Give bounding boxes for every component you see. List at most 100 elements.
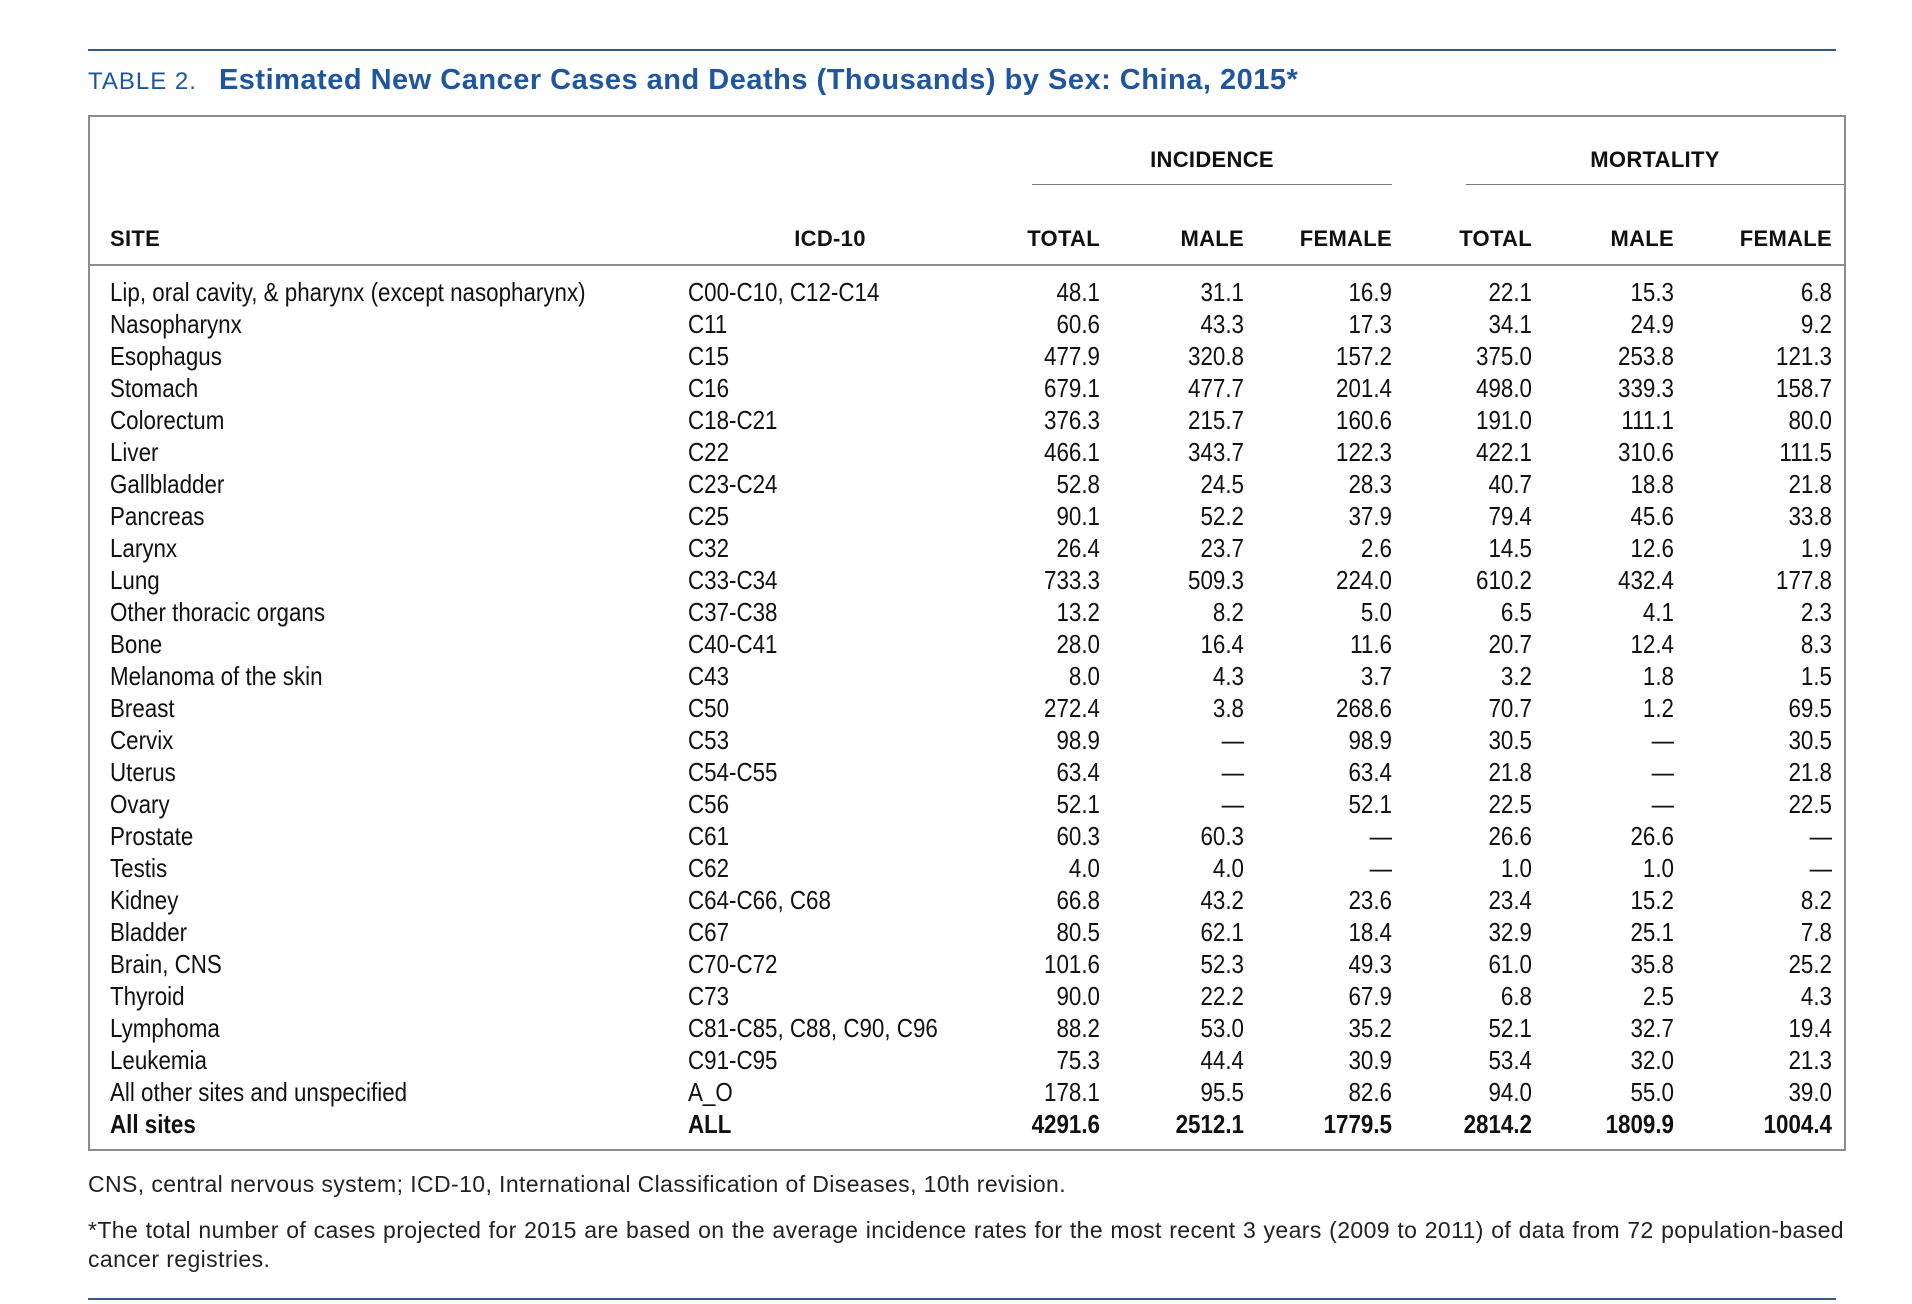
mortality-total-cell: 22.5 — [1488, 789, 1532, 819]
incidence-male-cell: 320.8 — [1188, 341, 1244, 371]
site-cell: All other sites and unspecified — [110, 1077, 408, 1107]
site-cell: Cervix — [110, 725, 174, 755]
incidence-total-cell: 4291.6 — [1031, 1109, 1100, 1139]
icd-code-cell: ALL — [688, 1109, 732, 1139]
mortality-male-cell: 25.1 — [1630, 917, 1674, 947]
mortality-total-cell: 20.7 — [1488, 629, 1532, 659]
mortality-male-cell: 310.6 — [1618, 437, 1674, 467]
mortality-total-cell: 2814.2 — [1463, 1109, 1532, 1139]
mortality-female-cell: 19.4 — [1788, 1013, 1832, 1043]
table-body: Lip, oral cavity, & pharynx (except naso… — [0, 276, 1912, 1140]
incidence-total-cell: 98.9 — [1056, 725, 1100, 755]
incidence-total-cell: 178.1 — [1044, 1077, 1100, 1107]
mortality-female-cell: 80.0 — [1788, 405, 1832, 435]
mortality-male-cell: 111.1 — [1621, 405, 1674, 435]
mortality-female-cell: 69.5 — [1788, 693, 1832, 723]
group-header-mortality: MORTALITY — [1590, 147, 1720, 172]
mortality-male-cell: — — [1651, 757, 1674, 787]
incidence-female-cell: 160.6 — [1336, 405, 1392, 435]
mortality-female-cell: 4.3 — [1800, 981, 1832, 1011]
incidence-total-cell: 477.9 — [1044, 341, 1100, 371]
table-number: TABLE 2. — [88, 68, 197, 95]
incidence-female-cell: 63.4 — [1348, 757, 1392, 787]
mortality-male-cell: — — [1651, 789, 1674, 819]
incidence-total-cell: 66.8 — [1056, 885, 1100, 915]
table-row: Ovary C56 52.1 — 52.1 22.5 — 22.5 — [0, 788, 1912, 820]
mortality-male-cell: 18.8 — [1630, 469, 1674, 499]
column-header-incidence-total: TOTAL — [1027, 226, 1100, 251]
table-row: Other thoracic organs C37-C38 13.2 8.2 5.0 6.… — [0, 596, 1912, 628]
incidence-male-cell: 53.0 — [1200, 1013, 1244, 1043]
mortality-female-cell: 1.9 — [1800, 533, 1832, 563]
site-cell: Leukemia — [110, 1045, 207, 1075]
incidence-female-cell: 157.2 — [1336, 341, 1392, 371]
incidence-total-cell: 63.4 — [1056, 757, 1100, 787]
mortality-female-cell: 33.8 — [1788, 501, 1832, 531]
incidence-male-cell: 215.7 — [1188, 405, 1244, 435]
mortality-male-cell: 4.1 — [1642, 597, 1674, 627]
mortality-female-cell: 1004.4 — [1763, 1109, 1832, 1139]
icd-code-cell: C73 — [688, 981, 730, 1011]
column-header-mortality-female: FEMALE — [1739, 226, 1832, 251]
table-row: Prostate C61 60.3 60.3 — 26.6 26.6 — — [0, 820, 1912, 852]
icd-code-cell: C91-C95 — [688, 1045, 778, 1075]
site-cell: Bladder — [110, 917, 188, 947]
mortality-total-cell: 30.5 — [1488, 725, 1532, 755]
incidence-total-cell: 90.1 — [1056, 501, 1100, 531]
mortality-male-cell: 253.8 — [1618, 341, 1674, 371]
table-row: Lip, oral cavity, & pharynx (except naso… — [0, 276, 1912, 308]
mortality-female-cell: — — [1809, 821, 1832, 851]
icd-code-cell: C40-C41 — [688, 629, 778, 659]
mortality-total-cell: 53.4 — [1488, 1045, 1532, 1075]
header-divider — [90, 264, 1844, 266]
incidence-total-cell: 8.0 — [1068, 661, 1100, 691]
mortality-total-cell: 21.8 — [1488, 757, 1532, 787]
site-cell: Breast — [110, 693, 175, 723]
incidence-female-cell: 1779.5 — [1323, 1109, 1392, 1139]
incidence-female-cell: 201.4 — [1336, 373, 1392, 403]
incidence-male-cell: 8.2 — [1212, 597, 1244, 627]
mortality-female-cell: 121.3 — [1776, 341, 1832, 371]
incidence-female-cell: 122.3 — [1336, 437, 1392, 467]
icd-code-cell: C32 — [688, 533, 730, 563]
incidence-female-cell: 82.6 — [1348, 1077, 1392, 1107]
incidence-male-cell: 60.3 — [1200, 821, 1244, 851]
mortality-female-cell: 39.0 — [1788, 1077, 1832, 1107]
mortality-total-cell: 375.0 — [1476, 341, 1532, 371]
group-underline-incidence — [1032, 184, 1392, 185]
icd-code-cell: C43 — [688, 661, 730, 691]
incidence-male-cell: 343.7 — [1188, 437, 1244, 467]
incidence-total-cell: 52.8 — [1056, 469, 1100, 499]
mortality-male-cell: 2.5 — [1642, 981, 1674, 1011]
mortality-male-cell: 1.8 — [1642, 661, 1674, 691]
mortality-total-cell: 34.1 — [1488, 309, 1532, 339]
table-row: Bone C40-C41 28.0 16.4 11.6 20.7 12.4 8.3 — [0, 628, 1912, 660]
mortality-total-cell: 422.1 — [1476, 437, 1532, 467]
incidence-male-cell: 52.3 — [1200, 949, 1244, 979]
incidence-total-cell: 48.1 — [1056, 277, 1100, 307]
incidence-female-cell: — — [1369, 853, 1392, 883]
column-header-mortality-total: TOTAL — [1459, 226, 1532, 251]
mortality-female-cell: 21.8 — [1788, 469, 1832, 499]
mortality-total-cell: 22.1 — [1488, 277, 1532, 307]
icd-code-cell: C64-C66, C68 — [688, 885, 831, 915]
incidence-male-cell: 16.4 — [1200, 629, 1244, 659]
mortality-female-cell: 6.8 — [1800, 277, 1832, 307]
incidence-female-cell: 37.9 — [1348, 501, 1392, 531]
mortality-male-cell: 1.2 — [1642, 693, 1674, 723]
incidence-total-cell: 4.0 — [1068, 853, 1100, 883]
table-row: Liver C22 466.1 343.7 122.3 422.1 310.6 111.5 — [0, 436, 1912, 468]
incidence-male-cell: 52.2 — [1200, 501, 1244, 531]
site-cell: Thyroid — [110, 981, 185, 1011]
incidence-male-cell: 44.4 — [1200, 1045, 1244, 1075]
mortality-female-cell: 22.5 — [1788, 789, 1832, 819]
mortality-male-cell: 35.8 — [1630, 949, 1674, 979]
incidence-total-cell: 90.0 — [1056, 981, 1100, 1011]
mortality-total-cell: 94.0 — [1488, 1077, 1532, 1107]
mortality-female-cell: 8.2 — [1800, 885, 1832, 915]
methodology-footnote: *The total number of cases projected for… — [88, 1217, 1844, 1272]
table-row: Bladder C67 80.5 62.1 18.4 32.9 25.1 7.8 — [0, 916, 1912, 948]
site-cell: Testis — [110, 853, 168, 883]
mortality-total-cell: 52.1 — [1488, 1013, 1532, 1043]
mortality-total-cell: 40.7 — [1488, 469, 1532, 499]
